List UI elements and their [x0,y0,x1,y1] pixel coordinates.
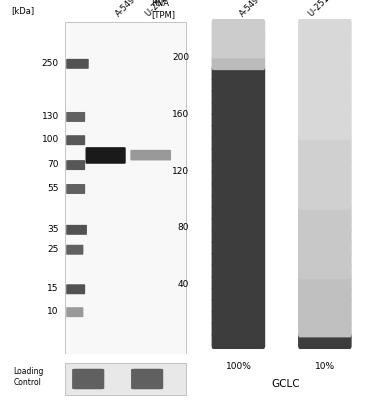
Text: U-251 MG: U-251 MG [307,0,342,19]
FancyBboxPatch shape [298,147,352,163]
FancyBboxPatch shape [298,124,352,140]
FancyBboxPatch shape [298,252,352,268]
FancyBboxPatch shape [66,160,85,170]
FancyBboxPatch shape [298,275,352,291]
FancyBboxPatch shape [212,89,265,105]
Text: 130: 130 [41,112,59,121]
Text: [kDa]: [kDa] [11,6,35,15]
Text: A-549: A-549 [238,0,261,19]
FancyBboxPatch shape [86,147,126,164]
FancyBboxPatch shape [298,310,352,326]
FancyBboxPatch shape [298,54,352,70]
FancyBboxPatch shape [298,182,352,198]
FancyBboxPatch shape [298,298,352,314]
FancyBboxPatch shape [298,135,352,152]
Text: Low: Low [141,367,159,376]
FancyBboxPatch shape [66,112,85,122]
Text: 55: 55 [47,184,59,193]
Text: 80: 80 [177,223,189,232]
Text: RNA
[TPM]: RNA [TPM] [151,0,175,19]
FancyBboxPatch shape [212,228,265,244]
FancyBboxPatch shape [298,263,352,279]
FancyBboxPatch shape [298,216,352,233]
Text: 35: 35 [47,225,59,234]
FancyBboxPatch shape [212,182,265,198]
FancyBboxPatch shape [298,170,352,186]
FancyBboxPatch shape [212,147,265,163]
Text: 200: 200 [172,54,189,62]
Text: Loading
Control: Loading Control [13,367,44,387]
FancyBboxPatch shape [65,22,187,354]
FancyBboxPatch shape [212,321,265,338]
FancyBboxPatch shape [298,42,352,58]
FancyBboxPatch shape [212,310,265,326]
FancyBboxPatch shape [298,100,352,117]
FancyBboxPatch shape [212,263,265,279]
FancyBboxPatch shape [298,112,352,128]
Text: High: High [96,367,117,376]
FancyBboxPatch shape [212,66,265,82]
FancyBboxPatch shape [212,135,265,152]
FancyBboxPatch shape [66,307,83,317]
FancyBboxPatch shape [212,124,265,140]
FancyBboxPatch shape [298,31,352,47]
FancyBboxPatch shape [66,245,83,255]
FancyBboxPatch shape [212,193,265,210]
FancyBboxPatch shape [298,77,352,93]
FancyBboxPatch shape [212,240,265,256]
FancyBboxPatch shape [298,240,352,256]
FancyBboxPatch shape [298,286,352,302]
FancyBboxPatch shape [298,205,352,221]
FancyBboxPatch shape [298,193,352,210]
Text: 250: 250 [41,59,59,68]
Text: GCLC: GCLC [272,379,300,389]
Text: 70: 70 [47,160,59,169]
Text: 15: 15 [47,284,59,294]
FancyBboxPatch shape [212,252,265,268]
FancyBboxPatch shape [212,170,265,186]
FancyBboxPatch shape [66,225,87,235]
Text: 25: 25 [48,245,59,254]
FancyBboxPatch shape [66,135,85,145]
Text: 40: 40 [178,280,189,289]
FancyBboxPatch shape [65,363,187,395]
FancyBboxPatch shape [298,228,352,244]
FancyBboxPatch shape [212,77,265,93]
FancyBboxPatch shape [212,42,265,58]
Text: 10%: 10% [315,362,335,371]
Text: 120: 120 [172,167,189,176]
Text: U-251 MG: U-251 MG [144,0,180,19]
FancyBboxPatch shape [130,150,171,160]
FancyBboxPatch shape [131,369,163,389]
FancyBboxPatch shape [212,112,265,128]
FancyBboxPatch shape [298,89,352,105]
FancyBboxPatch shape [298,66,352,82]
FancyBboxPatch shape [212,286,265,302]
FancyBboxPatch shape [212,54,265,70]
FancyBboxPatch shape [298,158,352,175]
FancyBboxPatch shape [298,321,352,338]
Text: A-549: A-549 [114,0,138,19]
FancyBboxPatch shape [298,333,352,349]
FancyBboxPatch shape [212,158,265,175]
Text: 10: 10 [47,307,59,316]
FancyBboxPatch shape [212,275,265,291]
FancyBboxPatch shape [72,369,104,389]
FancyBboxPatch shape [212,205,265,221]
FancyBboxPatch shape [212,298,265,314]
Text: 100: 100 [41,135,59,144]
FancyBboxPatch shape [66,184,85,194]
FancyBboxPatch shape [212,216,265,233]
FancyBboxPatch shape [212,100,265,117]
FancyBboxPatch shape [212,19,265,35]
Text: 100%: 100% [225,362,251,371]
FancyBboxPatch shape [66,59,89,69]
FancyBboxPatch shape [298,19,352,35]
FancyBboxPatch shape [66,284,85,294]
FancyBboxPatch shape [212,333,265,349]
FancyBboxPatch shape [212,31,265,47]
Text: 160: 160 [172,110,189,119]
